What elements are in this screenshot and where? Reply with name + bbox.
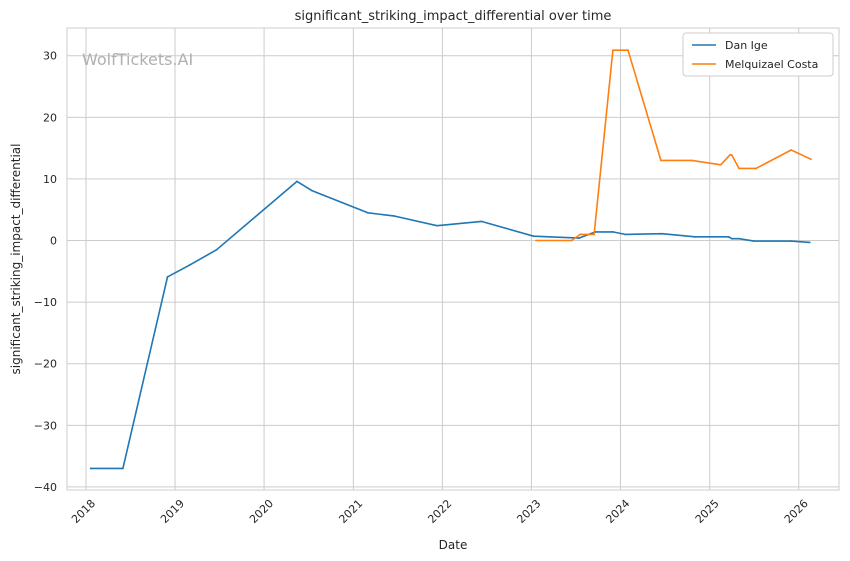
data-point-melquizael-costa bbox=[691, 159, 693, 162]
legend-label-dan-ige: Dan Ige bbox=[725, 39, 768, 52]
data-point-melquizael-costa bbox=[719, 163, 722, 166]
data-point-melquizael-costa bbox=[593, 233, 596, 236]
data-point-dan-ige bbox=[532, 235, 535, 238]
x-tick-label: 2018 bbox=[69, 497, 98, 526]
x-tick-label: 2021 bbox=[336, 497, 365, 526]
series-lines bbox=[89, 49, 812, 470]
data-point-dan-ige bbox=[121, 467, 124, 470]
data-point-dan-ige bbox=[392, 214, 395, 217]
data-point-melquizael-costa bbox=[570, 239, 573, 242]
series-line-dan-ige bbox=[90, 180, 810, 470]
data-point-dan-ige bbox=[661, 232, 664, 235]
y-tick-label: −10 bbox=[34, 296, 57, 309]
data-point-melquizael-costa bbox=[730, 153, 733, 156]
data-point-dan-ige bbox=[730, 237, 733, 240]
data-point-melquizael-costa bbox=[660, 159, 662, 162]
data-point-dan-ige bbox=[366, 211, 369, 214]
data-point-dan-ige bbox=[808, 241, 811, 244]
data-point-dan-ige bbox=[436, 224, 438, 227]
chart-title: significant_striking_impact_differential… bbox=[295, 9, 612, 24]
data-point-melquizael-costa bbox=[627, 49, 629, 52]
x-tick-label: 2022 bbox=[425, 497, 454, 526]
data-point-dan-ige bbox=[188, 264, 191, 267]
data-point-dan-ige bbox=[310, 189, 313, 192]
y-tick-label: −30 bbox=[34, 419, 57, 432]
data-point-dan-ige bbox=[296, 180, 298, 183]
legend-box bbox=[682, 32, 834, 77]
grid-lines bbox=[67, 28, 839, 490]
x-tick-label: 2024 bbox=[603, 497, 632, 526]
data-point-melquizael-costa bbox=[729, 153, 731, 156]
x-tick-label: 2026 bbox=[782, 497, 811, 526]
data-point-dan-ige bbox=[624, 233, 626, 236]
y-axis-label: significant_striking_impact_differential bbox=[9, 144, 23, 375]
x-tick-label: 2025 bbox=[693, 497, 722, 526]
plot-frame bbox=[66, 27, 840, 491]
y-tick-label: −40 bbox=[34, 481, 57, 494]
watermark: WolfTickets.AI bbox=[82, 50, 193, 69]
data-point-dan-ige bbox=[693, 235, 696, 238]
plot-area bbox=[67, 28, 839, 490]
y-tick-label: 20 bbox=[43, 111, 57, 124]
data-point-melquizael-costa bbox=[611, 49, 614, 52]
y-tick-label: 10 bbox=[43, 173, 57, 186]
data-point-dan-ige bbox=[215, 248, 218, 251]
data-point-dan-ige bbox=[790, 240, 793, 243]
data-point-dan-ige bbox=[727, 235, 730, 238]
data-point-dan-ige bbox=[752, 240, 755, 243]
x-tick-label: 2020 bbox=[247, 497, 276, 526]
legend-label-melquizael-costa: Melquizael Costa bbox=[725, 58, 818, 71]
x-axis-label: Date bbox=[439, 538, 468, 552]
y-tick-label: 30 bbox=[43, 50, 57, 63]
data-point-melquizael-costa bbox=[790, 149, 793, 151]
x-axis-ticks: 2018 2019 2020 2021 2022 2023 2024 2025 2026 bbox=[69, 497, 811, 526]
legend: Dan Ige Melquizael Costa bbox=[682, 32, 834, 77]
data-point-dan-ige bbox=[738, 237, 740, 240]
y-axis-ticks: −40 −30 −20 −10 0 10 20 30 bbox=[34, 50, 57, 494]
y-tick-label: −20 bbox=[34, 358, 57, 371]
x-tick-label: 2023 bbox=[514, 497, 543, 526]
data-point-melquizael-costa bbox=[535, 239, 537, 242]
data-point-melquizael-costa bbox=[755, 167, 757, 170]
data-point-melquizael-costa bbox=[810, 158, 812, 161]
data-point-dan-ige bbox=[89, 467, 92, 470]
data-point-dan-ige bbox=[480, 220, 483, 223]
data-point-dan-ige bbox=[166, 275, 169, 278]
data-point-dan-ige bbox=[611, 230, 614, 233]
y-tick-label: 0 bbox=[50, 235, 57, 248]
data-point-melquizael-costa bbox=[738, 167, 740, 170]
x-tick-label: 2019 bbox=[158, 497, 187, 526]
data-point-melquizael-costa bbox=[579, 233, 582, 236]
data-point-dan-ige bbox=[578, 237, 580, 239]
